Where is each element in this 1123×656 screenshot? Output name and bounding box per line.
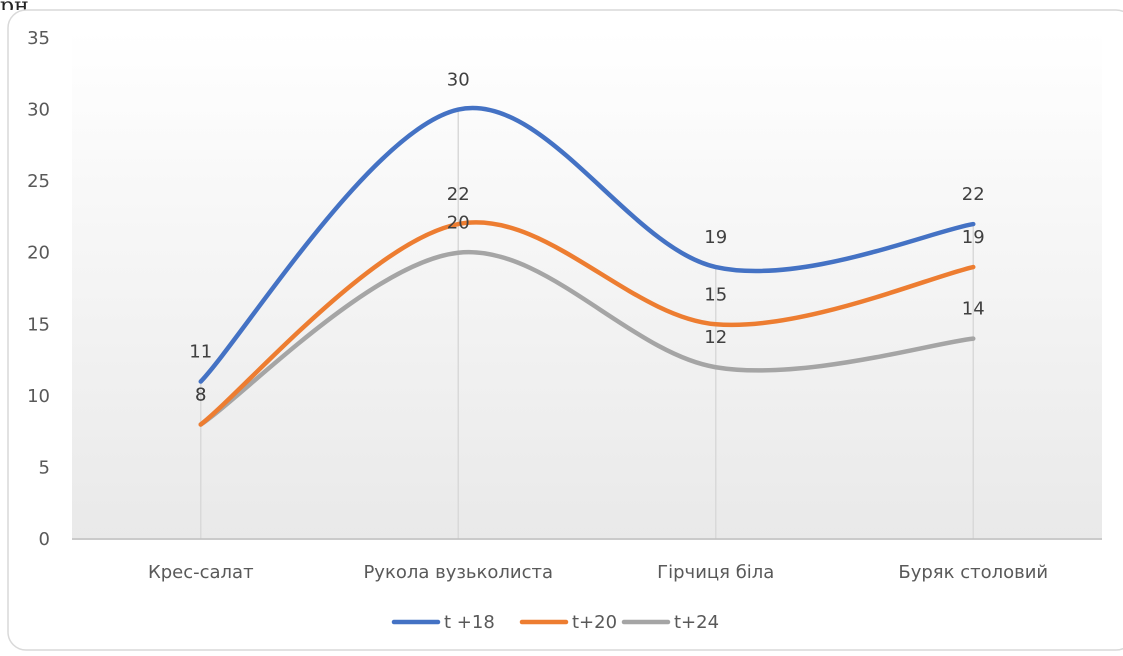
x-category-label: Буряк столовий — [898, 562, 1048, 583]
data-label: 20 — [447, 213, 470, 234]
plot-area-background — [72, 30, 1102, 540]
data-label: 22 — [962, 184, 985, 205]
y-tick-label: 25 — [27, 171, 50, 192]
series-line — [198, 105, 976, 384]
y-tick-label: 30 — [27, 100, 50, 121]
x-axis-categories: Крес-салат Рукола вузьколиста Гірчиця біла… — [148, 562, 1048, 583]
data-label: 30 — [447, 70, 470, 91]
data-label: 15 — [704, 284, 727, 305]
data-label: 22 — [447, 184, 470, 205]
legend-label: t +18 — [444, 612, 495, 633]
x-category-label: Гірчиця біла — [657, 562, 774, 583]
data-label: 8 — [195, 384, 206, 405]
x-category-label: Крес-салат — [148, 562, 254, 583]
y-tick-label: 20 — [27, 243, 50, 264]
legend: t +18 t+20 t+24 — [391, 612, 719, 633]
data-label: 8 — [195, 384, 206, 405]
legend-label: t+24 — [674, 612, 719, 633]
data-label: 14 — [962, 299, 985, 320]
data-label: 19 — [962, 227, 985, 248]
y-axis-ticks: 0 5 10 15 20 25 30 35 — [27, 28, 50, 550]
y-tick-label: 10 — [27, 386, 50, 407]
series-line — [198, 220, 976, 427]
y-tick-label: 5 — [39, 457, 50, 478]
y-tick-label: 35 — [27, 28, 50, 49]
data-label: 19 — [704, 227, 727, 248]
header-text-fragment: рн , — [0, 0, 400, 10]
y-tick-label: 15 — [27, 314, 50, 335]
legend-label: t+20 — [572, 612, 617, 633]
data-label: 11 — [189, 342, 212, 363]
y-tick-label: 0 — [39, 529, 50, 550]
series-lines — [198, 105, 976, 427]
drop-lines — [200, 109, 974, 539]
data-label: 12 — [704, 327, 727, 348]
x-category-label: Рукола вузьколиста — [363, 562, 553, 583]
series-line — [198, 249, 976, 427]
